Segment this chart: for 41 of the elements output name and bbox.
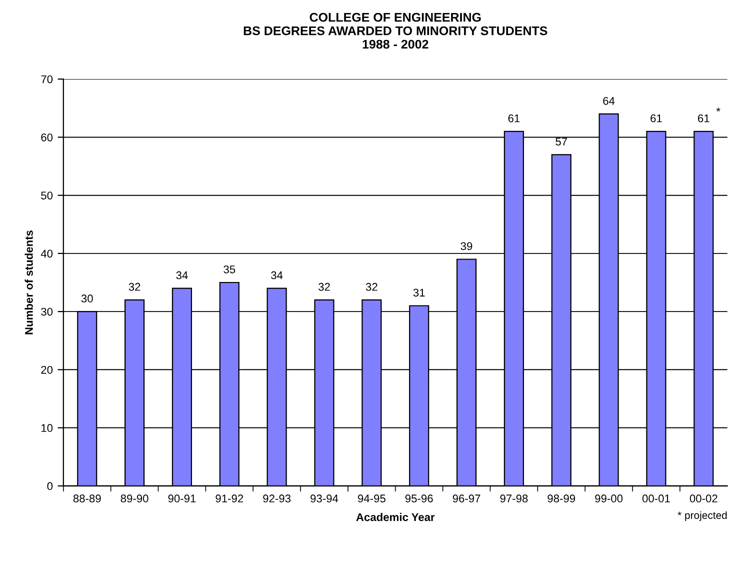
data-label: 64 — [603, 96, 615, 105]
x-tick-label: 95-96 — [405, 494, 433, 502]
x-axis-title: Academic Year — [356, 512, 435, 522]
x-tick-label: 93-94 — [310, 494, 338, 502]
data-label: 31 — [413, 288, 425, 297]
x-tick-label: 94-95 — [358, 494, 386, 502]
y-tick-label: 30 — [41, 308, 53, 316]
x-tick-label: 91-92 — [216, 494, 244, 502]
x-tick-label: 99-00 — [595, 494, 623, 502]
y-tick-label: 70 — [41, 75, 53, 84]
x-tick-label: 97-98 — [500, 494, 528, 502]
data-label: 32 — [318, 282, 330, 291]
data-label: 32 — [366, 282, 378, 291]
x-tick-label: 96-97 — [452, 494, 480, 502]
data-label: 61 — [698, 114, 710, 122]
x-tick-label: 00-01 — [642, 494, 670, 502]
data-label: 30 — [81, 294, 93, 302]
data-label: 34 — [176, 271, 188, 280]
y-tick-label: 10 — [41, 424, 53, 432]
x-tick-label: 98-99 — [548, 494, 576, 502]
data-label: 39 — [460, 242, 472, 250]
x-tick-label: 88-89 — [73, 494, 101, 502]
x-tick-label: 89-90 — [120, 494, 148, 502]
text: * projected — [678, 511, 727, 522]
data-label: 32 — [128, 282, 140, 291]
data-label: 61 — [650, 114, 662, 122]
annotation: * — [716, 108, 720, 112]
x-tick-label: 00-02 — [690, 494, 718, 502]
x-tick-label: 92-93 — [263, 494, 291, 502]
data-label: 35 — [224, 265, 236, 274]
y-axis-title: Number of students — [24, 230, 33, 334]
x-tick-label: 90-91 — [168, 494, 196, 502]
y-tick-label: 0 — [47, 482, 53, 490]
data-label: 61 — [508, 114, 520, 122]
y-tick-label: 40 — [40, 250, 53, 258]
y-tick-label: 50 — [41, 192, 53, 200]
chart-title: COLLEGE OF ENGINEERING BS DEGREES AWARDED TO MINORITY STUDENTS 1988 - 2002 — [244, 12, 548, 49]
data-label: 57 — [556, 138, 567, 146]
data-label: 34 — [271, 271, 283, 280]
y-tick-label: 20 — [41, 366, 53, 374]
y-tick-label: 60 — [41, 133, 53, 142]
